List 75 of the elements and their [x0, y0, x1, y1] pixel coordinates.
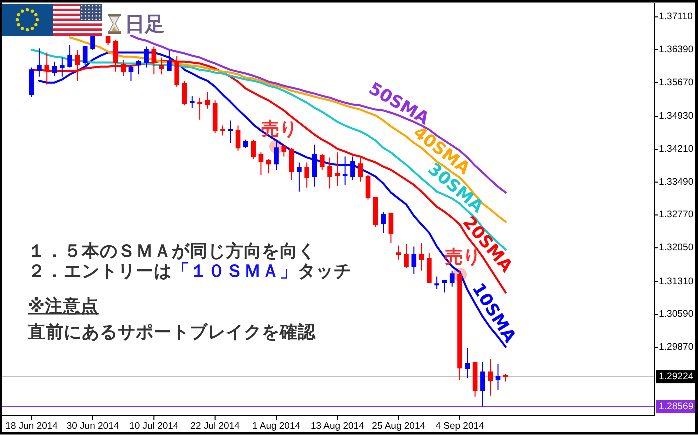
- candlestick: [312, 144, 318, 188]
- candlestick: [251, 139, 256, 160]
- x-tick-label: 1 Aug 2014: [252, 421, 301, 432]
- y-tick-label: 1.37110: [659, 12, 693, 23]
- annotation: ２．エントリーは: [28, 262, 172, 282]
- candlestick: [335, 152, 340, 186]
- x-tick-label: 4 Sep 2014: [436, 421, 484, 432]
- ref-line-label: 1.29224: [659, 372, 694, 383]
- candlestick: [205, 91, 210, 110]
- candlestick: [68, 44, 72, 68]
- candlestick: [465, 348, 470, 379]
- y-tick-label: 1.35670: [659, 77, 694, 88]
- candlestick: [320, 154, 325, 171]
- x-tick-label: 25 Aug 2014: [372, 421, 426, 432]
- y-tick-label: 1.31310: [659, 276, 694, 288]
- candlestick: [434, 276, 440, 290]
- candlestick: [412, 246, 417, 275]
- y-tick-label: 1.32770: [659, 210, 694, 221]
- candlestick: [136, 60, 142, 76]
- annotation: ※注意点: [28, 296, 100, 317]
- y-tick-label: 1.30590: [659, 309, 694, 320]
- y-tick-label: 1.32050: [659, 242, 694, 254]
- candlestick: [374, 196, 378, 228]
- annotation: 直前にあるサポートブレイクを確認: [27, 322, 317, 343]
- candlestick: [503, 374, 508, 382]
- candlestick: [396, 245, 402, 260]
- candlestick: [190, 96, 195, 108]
- candlestick: [304, 162, 310, 188]
- candlestick: [266, 158, 272, 174]
- candlestick: [458, 270, 462, 380]
- candlestick: [37, 48, 42, 78]
- candlestick: [350, 156, 356, 181]
- x-tick-label: 10 Jul 2014: [130, 421, 179, 432]
- y-tick-label: 1.33490: [659, 176, 694, 188]
- candlestick: [282, 144, 287, 158]
- candlestick: [342, 156, 348, 186]
- candlestick: [244, 139, 248, 149]
- candlestick: [404, 243, 409, 269]
- candlestick: [198, 97, 202, 120]
- candlestick: [128, 64, 134, 82]
- y-tick-label: 1.29870: [659, 342, 694, 354]
- candlestick: [297, 162, 302, 192]
- annotation: １．５本のＳＭＡが同じ方向を向く: [28, 241, 316, 262]
- candlestick: [220, 125, 226, 136]
- annotation: 「１０ＳＭＡ」: [172, 262, 298, 282]
- candlestick: [419, 242, 424, 272]
- candlestick: [442, 280, 448, 294]
- text: 日足: [125, 12, 165, 36]
- ref-line-label: 1.28569: [659, 401, 694, 412]
- candlestick: [427, 252, 432, 284]
- candlestick: [289, 148, 294, 181]
- x-tick-label: 13 Aug 2014: [310, 421, 364, 432]
- y-tick-label: 1.34210: [659, 144, 694, 155]
- candlestick: [274, 139, 279, 171]
- candlestick: [258, 152, 264, 176]
- x-tick-label: 18 Jun 2014: [6, 421, 58, 432]
- candlestick: [496, 363, 501, 390]
- candlestick: [90, 36, 96, 50]
- candlestick: [381, 212, 386, 234]
- annotation: 売り: [262, 118, 298, 140]
- candlestick: [212, 100, 218, 134]
- candlestick: [228, 120, 234, 144]
- candlestick: [358, 157, 364, 182]
- candlestick: [388, 212, 394, 244]
- candlestick: [450, 270, 455, 288]
- x-tick-label: 30 Jun 2014: [66, 421, 120, 432]
- candlestick: [328, 157, 332, 190]
- candlestick: [480, 362, 486, 408]
- y-tick-label: 1.34930: [659, 111, 694, 122]
- annotation: タッチ: [298, 262, 352, 282]
- x-tick-label: 22 Jul 2014: [190, 421, 240, 432]
- candlestick: [488, 358, 494, 396]
- candlestick: [60, 57, 65, 78]
- candlestick: [52, 61, 58, 77]
- y-tick-label: 1.36390: [659, 44, 694, 56]
